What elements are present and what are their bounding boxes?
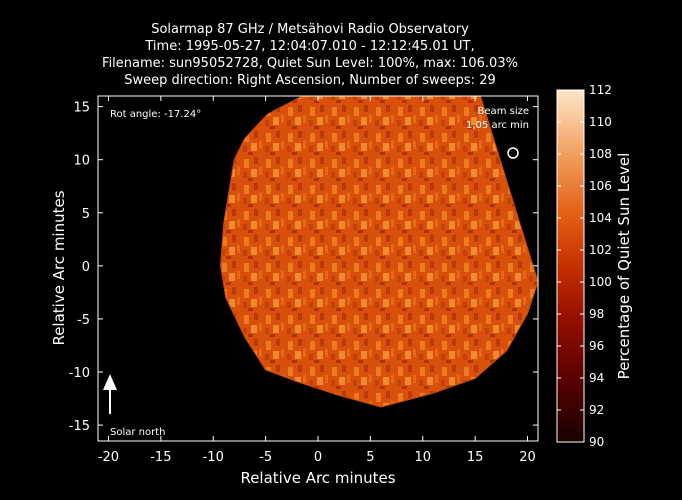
x-tick-label: -20 (98, 450, 119, 465)
colorbar-tick-label: 102 (589, 243, 612, 257)
x-axis-ticks: -20 -15 -10 -5 0 5 10 15 20 (98, 96, 536, 465)
solar-north-label: Solar north (110, 427, 166, 438)
y-tick-label: 10 (73, 154, 90, 169)
beam-size-circle (507, 147, 519, 159)
colorbar-label: Percentage of Quiet Sun Level (615, 153, 633, 380)
y-tick-label: -5 (77, 313, 90, 328)
beam-size-label: Beam size (478, 106, 529, 117)
y-tick-label: -10 (69, 366, 90, 381)
y-axis-label: Relative Arc minutes (50, 190, 68, 345)
x-tick-label: -15 (150, 450, 171, 465)
chart-title-line-1: Solarmap 87 GHz / Metsähovi Radio Observ… (151, 22, 469, 37)
x-tick-label: 0 (314, 450, 322, 465)
y-tick-label: 0 (82, 260, 90, 275)
beam-size-value: 1,05 arc min (466, 120, 529, 131)
y-tick-label: 5 (82, 207, 90, 222)
y-axis-ticks: -15 -10 -5 0 5 10 15 (69, 101, 538, 434)
x-tick-label: 20 (519, 450, 536, 465)
colorbar-tick-label: 92 (589, 403, 604, 417)
colorbar-ticks: 90 92 94 96 98 100 102 104 106 108 110 112 (557, 83, 612, 449)
colorbar-tick-label: 108 (589, 147, 612, 161)
rot-angle-label: Rot angle: -17.24° (110, 109, 201, 120)
y-tick-label: 15 (73, 101, 90, 116)
colorbar-tick-label: 96 (589, 339, 604, 353)
solar-north-arrow-icon (103, 374, 117, 390)
chart-title-line-3: Filename: sun95052728, Quiet Sun Level: … (102, 56, 518, 71)
colorbar (556, 89, 585, 443)
x-tick-label: 15 (467, 450, 484, 465)
x-axis-label: Relative Arc minutes (240, 469, 395, 487)
colorbar-tick-label: 94 (589, 371, 604, 385)
colorbar-tick-label: 106 (589, 179, 612, 193)
x-tick-label: 10 (414, 450, 431, 465)
x-tick-label: 5 (366, 450, 374, 465)
x-tick-label: -10 (203, 450, 224, 465)
colorbar-tick-label: 104 (589, 211, 612, 225)
x-tick-label: -5 (259, 450, 272, 465)
chart-title-line-4: Sweep direction: Right Ascension, Number… (124, 73, 496, 88)
colorbar-tick-label: 98 (589, 307, 604, 321)
colorbar-tick-label: 112 (589, 83, 612, 97)
colorbar-tick-label: 110 (589, 115, 612, 129)
sun-disk-map (220, 96, 538, 408)
y-tick-label: -15 (69, 419, 90, 434)
colorbar-tick-label: 100 (589, 275, 612, 289)
colorbar-tick-label: 90 (589, 435, 604, 449)
chart-title-line-2: Time: 1995-05-27, 12:04:07.010 - 12:12:4… (145, 39, 475, 54)
